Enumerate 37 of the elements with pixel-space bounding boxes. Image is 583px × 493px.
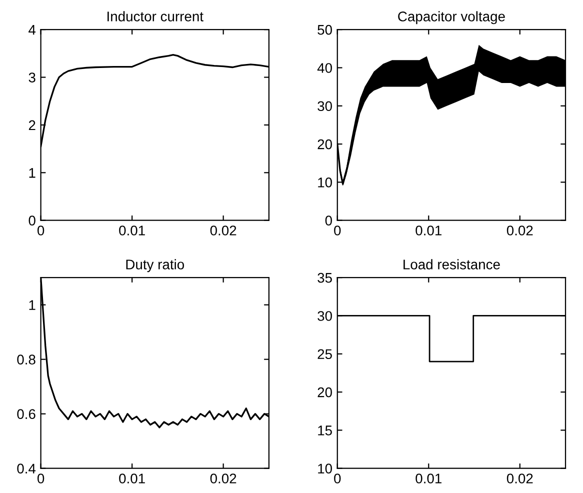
x-tick-label: 0.01 [119, 474, 145, 484]
y-tick-label: 30 [318, 101, 332, 112]
y-tick-label: 0.4 [17, 464, 36, 474]
y-tick-label: 0.8 [17, 354, 36, 365]
y-tick-label: 3 [28, 72, 36, 82]
y-tick-label: 1 [29, 300, 36, 310]
x-tick-label: 0.01 [119, 226, 145, 236]
y-tick-label: 4 [28, 25, 36, 35]
y-tick-label: 25 [318, 349, 332, 360]
y-tick-label: 10 [318, 178, 332, 188]
chart-title: Capacitor voltage [398, 11, 505, 24]
chart-title: Load resistance [404, 259, 500, 270]
x-tick-label: 0 [37, 226, 44, 236]
y-tick-label: 50 [318, 24, 332, 35]
y-tick-label: 2 [28, 120, 36, 130]
x-tick-label: 0.02 [210, 226, 236, 236]
x-tick-label: 0.02 [506, 226, 533, 236]
y-tick-label: 35 [318, 272, 332, 283]
x-tick-label: 0 [37, 474, 44, 484]
y-tick-label: 15 [318, 426, 332, 436]
x-tick-label: 0.02 [506, 474, 533, 484]
y-tick-label: 1 [29, 168, 36, 178]
x-tick-label: 0.02 [210, 474, 236, 484]
x-tick-label: 0 [334, 474, 341, 484]
y-tick-label: 0 [28, 216, 36, 226]
y-tick-label: 10 [318, 464, 332, 474]
x-tick-label: 0 [334, 226, 341, 236]
y-tick-label: 20 [318, 387, 332, 398]
y-tick-label: 40 [317, 63, 332, 73]
y-tick-label: 30 [318, 311, 332, 321]
x-tick-label: 0.01 [416, 226, 442, 236]
y-tick-label: 0 [325, 216, 332, 226]
chart-title: Duty ratio [126, 259, 184, 272]
chart-title: Inductor current [108, 11, 204, 22]
y-tick-label: 0.6 [17, 409, 36, 420]
x-tick-label: 0.01 [416, 474, 442, 484]
y-tick-label: 20 [318, 139, 332, 150]
